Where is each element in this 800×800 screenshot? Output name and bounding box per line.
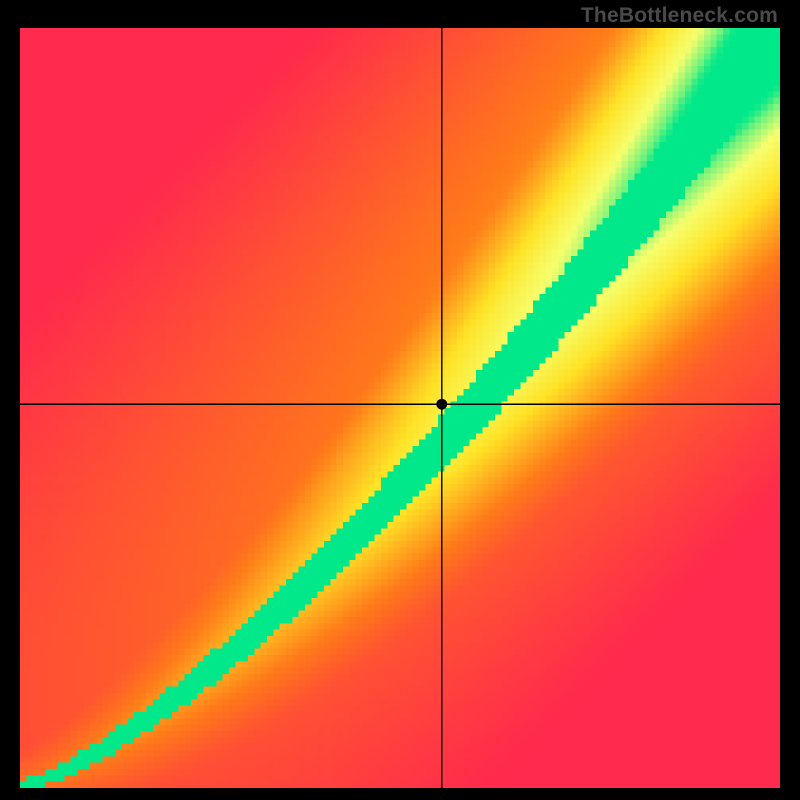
chart-frame: TheBottleneck.com — [0, 0, 800, 800]
watermark-text: TheBottleneck.com — [581, 4, 778, 28]
crosshair-overlay — [20, 28, 780, 788]
